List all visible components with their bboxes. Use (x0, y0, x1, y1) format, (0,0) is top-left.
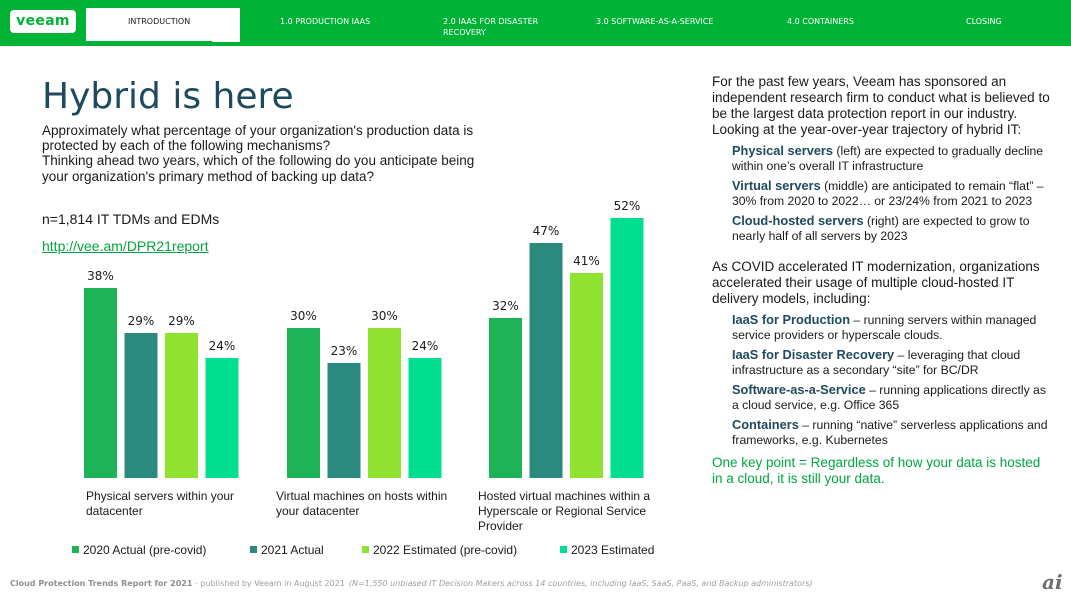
bar-physical-2022-estimated (165, 333, 198, 478)
tab-introduction-highlight (86, 8, 240, 42)
point-heading: Physical servers (732, 143, 834, 158)
bar-virtual-2022-estimated (368, 328, 401, 478)
question-1: Approximately what percentage of your or… (42, 123, 474, 154)
legend-2022-estimated: 2022 Estimated (pre-covid) (362, 543, 517, 557)
model-heading: Containers (732, 417, 799, 432)
tab-iaas-dr-line2: RECOVERY (443, 28, 486, 37)
tab-production-iaas[interactable]: 1.0 PRODUCTION IAAS (280, 17, 371, 26)
bar-hosted-2021-actual (529, 243, 563, 478)
report-link[interactable]: http://vee.am/DPR21report (42, 238, 209, 254)
legend-label: 2022 Estimated (pre-covid) (373, 543, 518, 557)
data-label-hosted-2022-estimated: 41% (573, 254, 600, 268)
legend-label: 2021 Actual (261, 543, 324, 557)
model-text: – running servers within managed service… (732, 313, 1037, 342)
category-label-line: Hosted virtual machines within a (478, 489, 651, 503)
category-label-virtual: Virtual machines on hosts within your da… (276, 489, 447, 519)
category-label-line: Physical servers within your (86, 489, 235, 503)
point-heading: Virtual servers (732, 178, 821, 193)
bar-hosted-2022-estimated (570, 273, 603, 478)
point-heading: Cloud-hosted servers (732, 213, 864, 228)
legend-label: 2023 Estimated (571, 543, 655, 557)
model-heading: Software-as-a-Service (732, 382, 866, 397)
bar-virtual-2023-estimated (408, 358, 442, 478)
legend-label: 2020 Actual (pre-covid) (83, 543, 207, 557)
covid-paragraph: As COVID accelerated IT modernization, o… (712, 259, 1040, 306)
active-tab-underline (86, 41, 212, 45)
bar-physical-2021-actual (124, 333, 158, 478)
data-label-physical-2022-estimated: 29% (168, 314, 195, 328)
tab-software-as-a-service[interactable]: 3.0 SOFTWARE-AS-A-SERVICE (596, 17, 714, 26)
data-label-physical-2021-actual: 29% (128, 314, 155, 328)
page-title: Hybrid is here (42, 76, 294, 117)
model-text: – leveraging that cloud infrastructure a… (732, 348, 1021, 377)
category-label-line: Hyperscale or Regional Service (478, 504, 647, 518)
legend-swatch (250, 546, 257, 553)
model-containers: Containers – running “native” serverless… (732, 417, 1052, 447)
legend-swatch (72, 546, 79, 553)
category-label-line: your datacenter (276, 504, 360, 518)
category-label-line: Provider (478, 519, 523, 533)
legend-2020-actual: 2020 Actual (pre-covid) (72, 543, 206, 557)
data-label-hosted-2021-actual: 47% (533, 224, 560, 238)
model-iaas-production: IaaS for Production – running servers wi… (732, 312, 1052, 342)
point-physical: Physical servers (left) are expected to … (732, 143, 1052, 173)
data-label-virtual-2022-estimated: 30% (371, 309, 398, 323)
survey-questions: Approximately what percentage of your or… (42, 123, 482, 184)
model-saas: Software-as-a-Service – running applicat… (732, 382, 1052, 412)
footer-note: (N=1,550 unbiased IT Decision Makers acr… (348, 579, 813, 588)
point-virtual: Virtual servers (middle) are anticipated… (732, 178, 1052, 208)
category-label-line: Virtual machines on hosts within (276, 489, 448, 503)
bar-virtual-2020-actual (287, 328, 320, 478)
bar-physical-2020-actual (84, 288, 117, 478)
model-text: – running applications directly as a clo… (732, 383, 1046, 412)
data-label-hosted-2023-estimated: 52% (614, 199, 641, 213)
bar-hosted-2023-estimated (610, 218, 644, 478)
intro-paragraph: For the past few years, Veeam has sponso… (712, 74, 1050, 137)
tab-containers[interactable]: 4.0 CONTAINERS (787, 17, 854, 26)
legend-swatch (362, 546, 369, 553)
footer-report: Cloud Protection Trends Report for 2021 (10, 579, 193, 588)
sample-size: n=1,814 IT TDMs and EDMs (42, 211, 220, 227)
category-label-physical: Physical servers within your datacenter (86, 489, 234, 519)
legend-swatch (560, 546, 567, 553)
data-label-hosted-2020-actual: 32% (492, 299, 519, 313)
data-label-virtual-2021-actual: 23% (331, 344, 358, 358)
category-label-line: datacenter (86, 504, 143, 518)
bar-virtual-2021-actual (327, 363, 361, 478)
point-text: (middle) are anticipated to remain “flat… (732, 179, 1044, 208)
question-2: Thinking ahead two years, which of the f… (42, 153, 475, 184)
model-text: – running “native” serverless applicatio… (732, 418, 1048, 447)
bar-hosted-2020-actual (489, 318, 522, 478)
key-point: One key point = Regardless of how your d… (712, 455, 1041, 486)
tab-closing[interactable]: CLOSING (966, 17, 1002, 26)
tab-iaas-disaster-recovery[interactable]: 2.0 IAAS FOR DISASTER RECOVERY (443, 16, 538, 38)
point-text: (right) are expected to grow to nearly h… (732, 214, 1030, 243)
data-label-virtual-2023-estimated: 24% (412, 339, 439, 353)
category-label-hosted: Hosted virtual machines within a Hypersc… (478, 489, 650, 534)
commentary-panel: For the past few years, Veeam has sponso… (712, 74, 1052, 487)
ai-watermark-logo: ai (1042, 570, 1063, 594)
tab-iaas-dr-line1: 2.0 IAAS FOR DISASTER (443, 17, 539, 26)
point-text: (left) are expected to gradually decline… (732, 144, 1044, 173)
bar-physical-2023-estimated (205, 358, 239, 478)
model-iaas-dr: IaaS for Disaster Recovery – leveraging … (732, 347, 1052, 377)
legend-2023-estimated: 2023 Estimated (560, 543, 654, 557)
model-heading: IaaS for Production (732, 312, 851, 327)
legend-2021-actual: 2021 Actual (250, 543, 324, 557)
tab-introduction[interactable]: INTRODUCTION (128, 17, 191, 26)
top-nav: veeam INTRODUCTION 1.0 PRODUCTION IAAS 2… (0, 0, 1071, 46)
footer-published: - published by Veeam in August 2021 (192, 579, 345, 588)
point-cloud: Cloud-hosted servers (right) are expecte… (732, 213, 1052, 243)
data-label-virtual-2020-actual: 30% (290, 309, 317, 323)
footer: Cloud Protection Trends Report for 2021 … (10, 579, 813, 588)
data-label-physical-2023-estimated: 24% (209, 339, 236, 353)
data-label-physical-2020-actual: 38% (87, 269, 114, 283)
veeam-logo[interactable]: veeam (10, 10, 76, 33)
model-heading: IaaS for Disaster Recovery (732, 347, 895, 362)
